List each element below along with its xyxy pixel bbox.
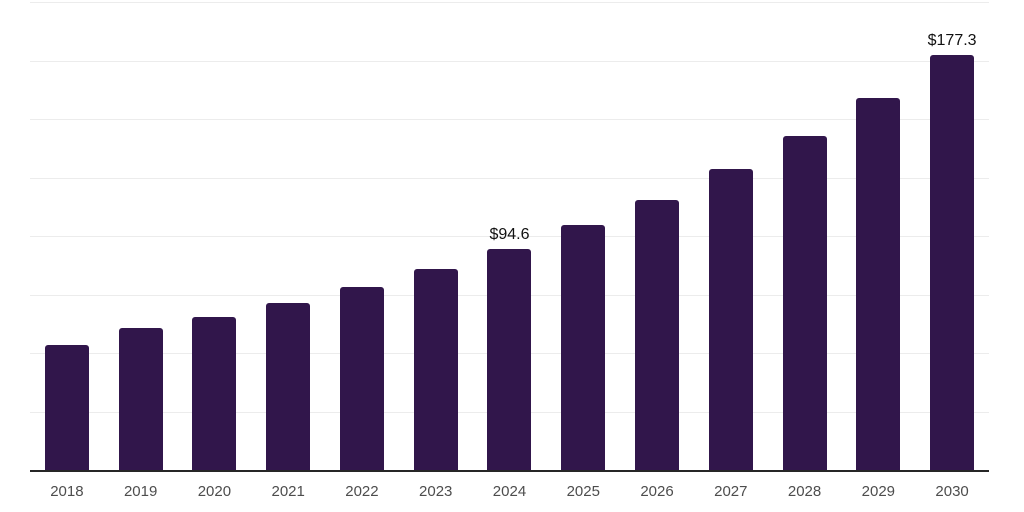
- gridline-100: [30, 236, 989, 237]
- bar-slot-2028: [768, 2, 842, 470]
- bar-2023: [413, 269, 458, 470]
- bar-slot-2030: $177.3: [915, 2, 989, 470]
- bar-slot-2022: [325, 2, 399, 470]
- x-tick-label-2026: 2026: [640, 483, 674, 500]
- bar-slot-2023: [399, 2, 473, 470]
- x-tick-label-2024: 2024: [492, 483, 527, 500]
- x-tick-label-2023: 2023: [419, 483, 453, 500]
- bar-slot-2019: [104, 2, 178, 470]
- bar-slot-2024: $94.6: [473, 2, 547, 470]
- bar-2030: [930, 55, 975, 470]
- bar-2027: [708, 168, 753, 470]
- x-tick-label-2028: 2028: [787, 483, 822, 500]
- x-tick-label-2029: 2029: [861, 483, 896, 500]
- bar-value-label-2024: $94.6: [489, 225, 530, 243]
- bar-slot-2029: [841, 2, 915, 470]
- bar-slot-2026: [620, 2, 694, 470]
- bar-slot-2027: [694, 2, 768, 470]
- bar-slot-2025: [546, 2, 620, 470]
- gridline-125: [30, 177, 989, 179]
- bar-2028: [782, 136, 827, 470]
- bar-2024: [487, 248, 532, 470]
- x-tick-label-2027: 2027: [714, 483, 748, 500]
- bar-slot-2018: [30, 2, 104, 470]
- gridline-200: [30, 2, 989, 3]
- bar-slot-2020: [178, 2, 252, 470]
- bar-2021: [266, 302, 311, 470]
- bar-value-label-2030: $177.3: [927, 32, 977, 50]
- x-axis: 2018 2019 2020 2021 2022 2023 2024 2025 2026 2027…: [30, 483, 989, 504]
- x-tick-label-2022: 2022: [345, 483, 379, 500]
- bar-slot-2021: [251, 2, 325, 470]
- x-tick-label-2019: 2019: [123, 483, 158, 500]
- bar-2022: [339, 286, 384, 470]
- gridline-150: [30, 119, 989, 120]
- x-tick-label-2021: 2021: [271, 483, 305, 500]
- bar-2025: [561, 225, 606, 470]
- bar-2020: [192, 317, 237, 470]
- x-tick-label-2020: 2020: [197, 483, 232, 500]
- x-tick-label-2030: 2030: [935, 483, 969, 500]
- x-tick-label-2025: 2025: [566, 483, 600, 500]
- x-tick-label-2018: 2018: [50, 483, 84, 500]
- bar-2026: [635, 199, 680, 470]
- gridline-175: [30, 60, 989, 62]
- bar-2019: [118, 328, 163, 470]
- bar-2029: [856, 97, 901, 470]
- bar-2018: [44, 344, 89, 470]
- plot-area: $94.6 $177.3: [30, 2, 989, 472]
